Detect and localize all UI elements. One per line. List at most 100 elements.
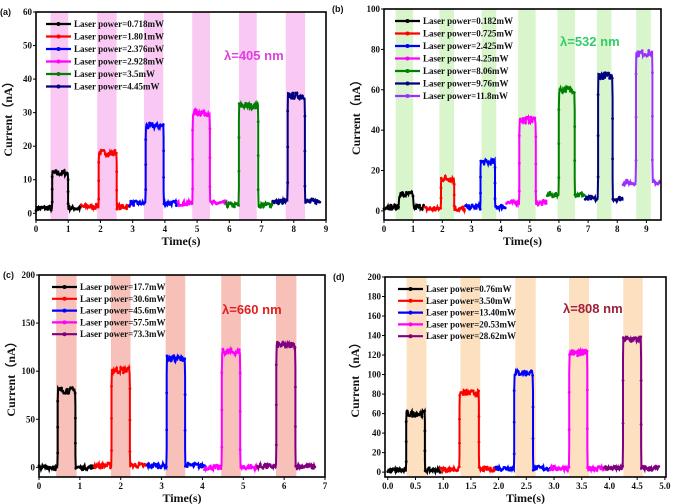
data-point xyxy=(477,415,481,418)
data-point xyxy=(144,163,148,167)
data-point xyxy=(180,203,184,207)
data-point xyxy=(147,462,151,465)
data-point xyxy=(64,391,67,395)
data-point xyxy=(183,393,187,396)
x-tick-label: 1 xyxy=(411,224,416,234)
data-point xyxy=(413,414,417,418)
series-6 xyxy=(271,91,322,206)
series-1 xyxy=(382,189,426,213)
data-point xyxy=(191,158,195,161)
data-point xyxy=(402,469,406,473)
data-point xyxy=(535,200,539,204)
data-point xyxy=(387,468,391,472)
data-point xyxy=(529,115,533,119)
data-point xyxy=(235,351,238,355)
x-tick-label: 1.5 xyxy=(465,481,477,491)
data-point xyxy=(250,107,254,111)
data-point xyxy=(270,202,274,206)
data-point xyxy=(574,194,578,198)
legend-marker xyxy=(408,287,413,291)
data-point xyxy=(165,428,169,432)
series-5 xyxy=(602,334,661,474)
data-point xyxy=(65,171,69,175)
y-tick-label: 180 xyxy=(368,292,382,302)
data-point xyxy=(592,469,596,472)
y-tick-label: 10 xyxy=(23,175,33,185)
legend-marker xyxy=(62,308,67,313)
data-point xyxy=(518,117,522,121)
data-point xyxy=(562,88,566,92)
x-tick-label: 3.5 xyxy=(576,481,588,491)
data-point xyxy=(261,466,265,470)
series-3 xyxy=(145,352,206,472)
data-point xyxy=(226,205,229,209)
illumination-band xyxy=(56,275,77,477)
data-point xyxy=(303,149,307,153)
legend-entry: Laser power=0.725mW xyxy=(423,29,513,39)
legend-marker xyxy=(62,320,67,325)
legend-entry: Laser power=0.182mW xyxy=(423,16,513,26)
y-axis-label: Current（nA） xyxy=(348,74,363,155)
data-point xyxy=(286,145,290,149)
data-point xyxy=(580,191,583,195)
data-point xyxy=(146,126,150,130)
data-point xyxy=(493,181,497,185)
data-point xyxy=(288,93,292,96)
data-point xyxy=(93,206,97,210)
data-point xyxy=(515,202,519,206)
data-point xyxy=(102,149,106,152)
y-tick-label: 20 xyxy=(372,448,382,458)
data-point xyxy=(74,441,77,445)
y-tick-label: 160 xyxy=(368,311,382,321)
data-point xyxy=(594,466,598,470)
data-point xyxy=(646,54,649,57)
y-tick-label: 0 xyxy=(376,206,381,216)
data-point xyxy=(268,463,272,467)
data-point xyxy=(393,203,396,207)
x-axis-label: Time(s) xyxy=(162,491,201,504)
y-tick-label: 50 xyxy=(26,414,36,424)
data-point xyxy=(97,179,101,183)
data-point xyxy=(439,176,443,180)
data-point xyxy=(610,76,614,80)
data-point xyxy=(572,91,576,94)
data-point xyxy=(211,466,215,470)
data-point xyxy=(394,470,398,474)
x-tick-label: 2 xyxy=(118,481,123,491)
data-point xyxy=(260,203,264,206)
legend-entry: Laser power=4.45mW xyxy=(74,82,159,92)
y-tick-label: 60 xyxy=(371,85,381,95)
data-point xyxy=(298,94,302,98)
data-point xyxy=(281,340,285,344)
data-point xyxy=(233,353,237,357)
data-point xyxy=(452,182,456,186)
data-point xyxy=(463,393,467,396)
data-point xyxy=(576,192,579,196)
data-point xyxy=(529,369,533,373)
axes-frame xyxy=(38,274,326,478)
legend-entry: Laser power=8.06mW xyxy=(423,66,508,76)
data-point xyxy=(452,466,456,470)
data-point xyxy=(165,354,169,358)
data-point xyxy=(56,451,60,455)
data-point xyxy=(475,394,479,398)
data-point xyxy=(207,467,211,471)
data-point xyxy=(414,207,418,211)
data-point xyxy=(268,205,272,209)
data-point xyxy=(303,184,307,188)
data-point xyxy=(50,175,54,179)
data-point xyxy=(48,204,52,208)
data-point xyxy=(534,162,538,166)
data-point xyxy=(120,367,124,371)
data-point xyxy=(286,342,290,346)
data-point xyxy=(633,182,637,186)
data-point xyxy=(431,208,435,212)
data-point xyxy=(620,196,624,200)
series-1 xyxy=(37,384,95,474)
data-point xyxy=(233,205,236,209)
legend-entry: Laser power=2.425mW xyxy=(423,41,513,51)
data-point xyxy=(255,101,259,105)
x-tick-label: 0 xyxy=(34,224,39,234)
data-point xyxy=(191,128,195,132)
data-point xyxy=(569,352,573,355)
